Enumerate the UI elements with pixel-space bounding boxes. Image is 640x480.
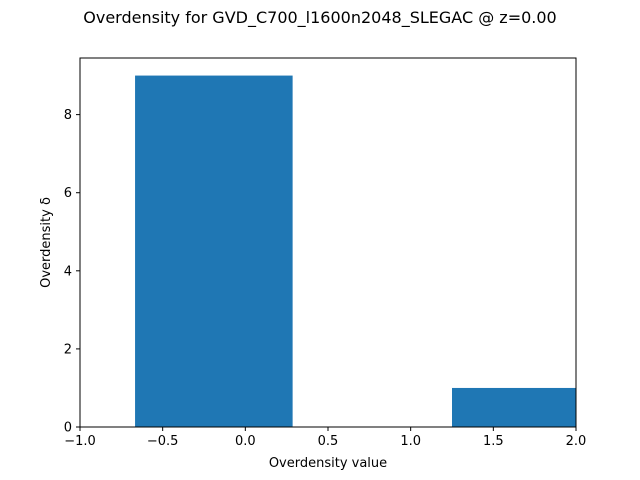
x-tick-label: 1.5 (483, 434, 504, 449)
x-tick-label: 1.0 (400, 434, 421, 449)
y-ticks: 0 2 4 6 8 (64, 108, 80, 436)
bar-0 (135, 75, 293, 427)
x-tick-label: 0.0 (235, 434, 256, 449)
y-tick-label: 6 (64, 186, 72, 201)
x-tick-label: −0.5 (147, 434, 179, 449)
y-tick-label: 8 (64, 108, 72, 123)
bar-1 (452, 387, 576, 427)
y-tick-label: 2 (64, 342, 72, 357)
y-axis-label: Overdensity δ (39, 197, 54, 288)
bars-group (135, 75, 576, 427)
x-tick-label: 0.5 (318, 434, 339, 449)
y-tick-label: 4 (64, 264, 72, 279)
x-ticks: −1.0 −0.5 0.0 0.5 1.0 1.5 2.0 (64, 427, 586, 449)
x-tick-label: 2.0 (566, 434, 587, 449)
chart-title: Overdensity for GVD_C700_l1600n2048_SLEG… (83, 8, 556, 28)
x-tick-label: −1.0 (64, 434, 96, 449)
x-axis-label: Overdensity value (269, 456, 387, 471)
y-tick-label: 0 (64, 421, 72, 436)
